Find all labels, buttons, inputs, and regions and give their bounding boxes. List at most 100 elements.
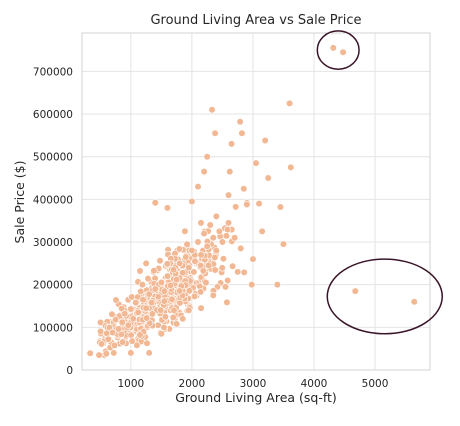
data-point: [249, 255, 257, 263]
data-point: [211, 266, 219, 274]
data-point: [137, 287, 145, 296]
data-point: [287, 163, 295, 171]
data-point: [102, 350, 110, 358]
data-point: [203, 242, 211, 250]
data-point: [248, 281, 256, 289]
data-point: [143, 314, 151, 322]
y-tick-label: 0: [66, 365, 73, 377]
y-tick-label: 400000: [33, 194, 73, 206]
data-point: [223, 298, 231, 306]
data-point: [219, 255, 228, 263]
data-point: [252, 159, 260, 167]
data-point: [157, 330, 165, 338]
data-point: [182, 253, 190, 261]
data-point: [224, 219, 233, 227]
data-point: [115, 325, 123, 333]
data-point: [163, 204, 172, 212]
y-tick-label: 700000: [33, 66, 73, 78]
data-point: [128, 337, 136, 345]
data-point: [197, 288, 205, 296]
outlier-point: [410, 298, 418, 306]
plot-frame: [81, 32, 431, 371]
data-point: [240, 268, 248, 277]
data-point: [181, 227, 189, 235]
data-point: [163, 260, 171, 268]
data-point: [170, 306, 178, 314]
data-point: [150, 267, 158, 275]
data-point: [127, 305, 135, 313]
data-point: [175, 245, 183, 253]
data-point: [223, 226, 232, 234]
data-points: [86, 44, 418, 359]
data-point: [138, 280, 146, 289]
data-point: [96, 327, 105, 335]
data-point: [179, 315, 187, 323]
data-point: [95, 351, 103, 359]
data-point: [139, 296, 147, 304]
chart-title: Ground Living Area vs Sale Price: [150, 13, 361, 28]
data-point: [148, 310, 156, 318]
data-point: [143, 339, 151, 347]
data-point: [108, 310, 116, 318]
data-point: [197, 304, 205, 312]
data-point: [86, 349, 94, 357]
x-tick-label: 1000: [117, 378, 144, 390]
data-point: [211, 253, 219, 261]
data-point: [121, 310, 129, 318]
data-point: [194, 182, 202, 191]
data-point: [185, 264, 193, 272]
data-point: [229, 262, 237, 270]
data-point: [145, 349, 153, 357]
x-tick-label: 2000: [179, 378, 206, 390]
data-point: [157, 306, 165, 314]
data-point: [188, 197, 196, 206]
data-point: [97, 340, 106, 348]
data-point: [190, 292, 199, 300]
data-point: [236, 118, 244, 126]
data-point: [243, 200, 251, 209]
y-tick-label: 200000: [33, 280, 73, 292]
data-point: [173, 320, 181, 328]
data-point: [179, 269, 187, 277]
data-point: [127, 331, 135, 339]
data-point: [205, 261, 213, 269]
y-axis: 0 100000 200000 300000 400000 500000 600000 700…: [33, 66, 73, 377]
data-point: [124, 321, 132, 329]
data-point: [151, 199, 159, 207]
data-point: [112, 296, 120, 304]
data-point: [132, 299, 140, 307]
y-axis-label: Sale Price ($): [12, 161, 27, 244]
outlier-point: [339, 48, 347, 56]
data-point: [136, 331, 144, 339]
data-point: [208, 106, 216, 114]
data-point: [285, 99, 294, 107]
data-point: [224, 276, 232, 285]
data-point: [163, 272, 172, 280]
data-point: [199, 267, 207, 275]
x-axis-label: Ground Living Area (sq-ft): [175, 390, 337, 405]
data-point: [279, 240, 288, 248]
data-point: [226, 168, 234, 176]
data-point: [166, 281, 175, 290]
data-point: [144, 275, 152, 283]
data-point: [169, 313, 177, 322]
x-tick-label: 4000: [301, 378, 328, 390]
outlier-point: [351, 287, 359, 295]
data-point: [128, 293, 136, 301]
data-point: [185, 306, 193, 314]
data-point: [234, 268, 242, 276]
data-point: [240, 185, 248, 193]
data-point: [200, 229, 208, 238]
data-point: [169, 266, 178, 274]
data-point: [168, 295, 176, 303]
data-point: [127, 349, 135, 357]
data-point: [191, 257, 199, 265]
data-point: [157, 278, 165, 287]
data-point: [119, 338, 127, 346]
top-outlier-circle: [316, 30, 360, 70]
data-point: [118, 318, 126, 326]
data-point: [129, 315, 137, 323]
data-point: [110, 341, 119, 349]
data-point: [134, 308, 142, 317]
data-point: [203, 153, 211, 161]
